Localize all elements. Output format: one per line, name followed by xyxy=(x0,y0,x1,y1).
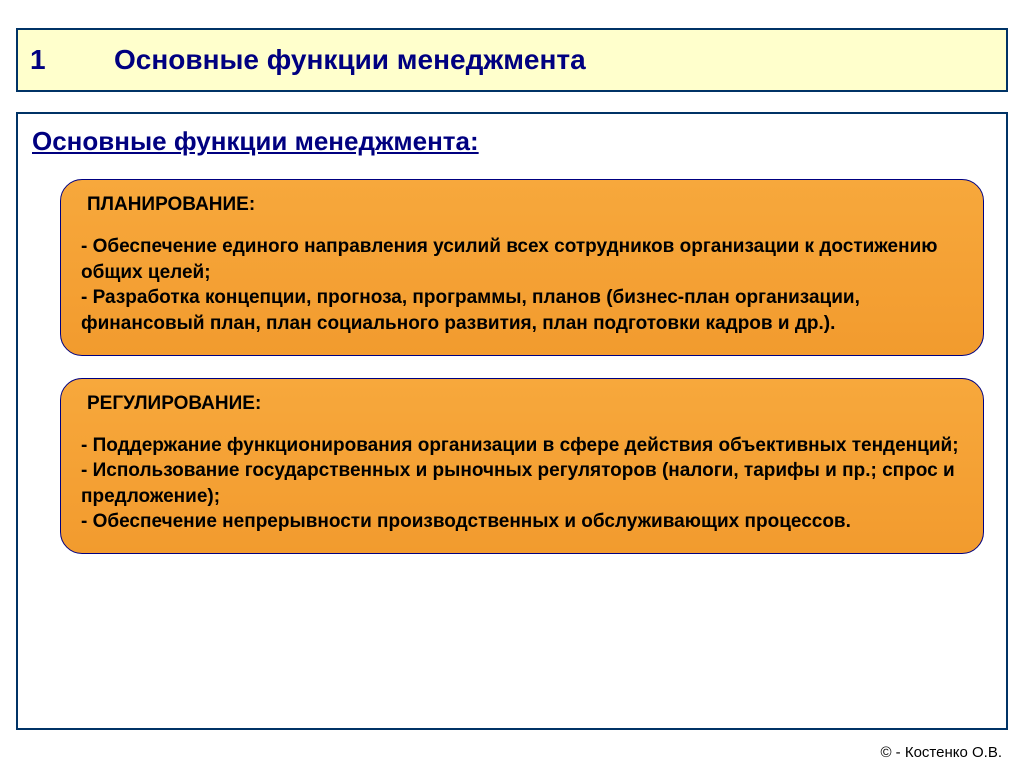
card-line: - Поддержание функционирования организац… xyxy=(81,433,963,459)
section-subtitle: Основные функции менеджмента: xyxy=(32,126,1006,157)
card-line: - Обеспечение непрерывности производстве… xyxy=(81,509,963,535)
slide-number: 1 xyxy=(30,44,66,76)
footer-credit: © - Костенко О.В. xyxy=(880,744,1002,761)
slide-title: Основные функции менеджмента xyxy=(114,44,586,76)
card-heading: РЕГУЛИРОВАНИЕ: xyxy=(87,393,963,415)
card-planirovanie: ПЛАНИРОВАНИЕ: - Обеспечение единого напр… xyxy=(60,179,984,356)
card-line: - Обеспечение единого направления усилий… xyxy=(81,234,963,285)
card-regulirovanie: РЕГУЛИРОВАНИЕ: - Поддержание функциониро… xyxy=(60,378,984,555)
card-line: - Использование государственных и рыночн… xyxy=(81,458,963,509)
card-line: - Разработка концепции, прогноза, програ… xyxy=(81,285,963,336)
title-bar: 1 Основные функции менеджмента xyxy=(16,28,1008,92)
card-heading: ПЛАНИРОВАНИЕ: xyxy=(87,194,963,216)
main-panel: Основные функции менеджмента: ПЛАНИРОВАН… xyxy=(16,112,1008,730)
